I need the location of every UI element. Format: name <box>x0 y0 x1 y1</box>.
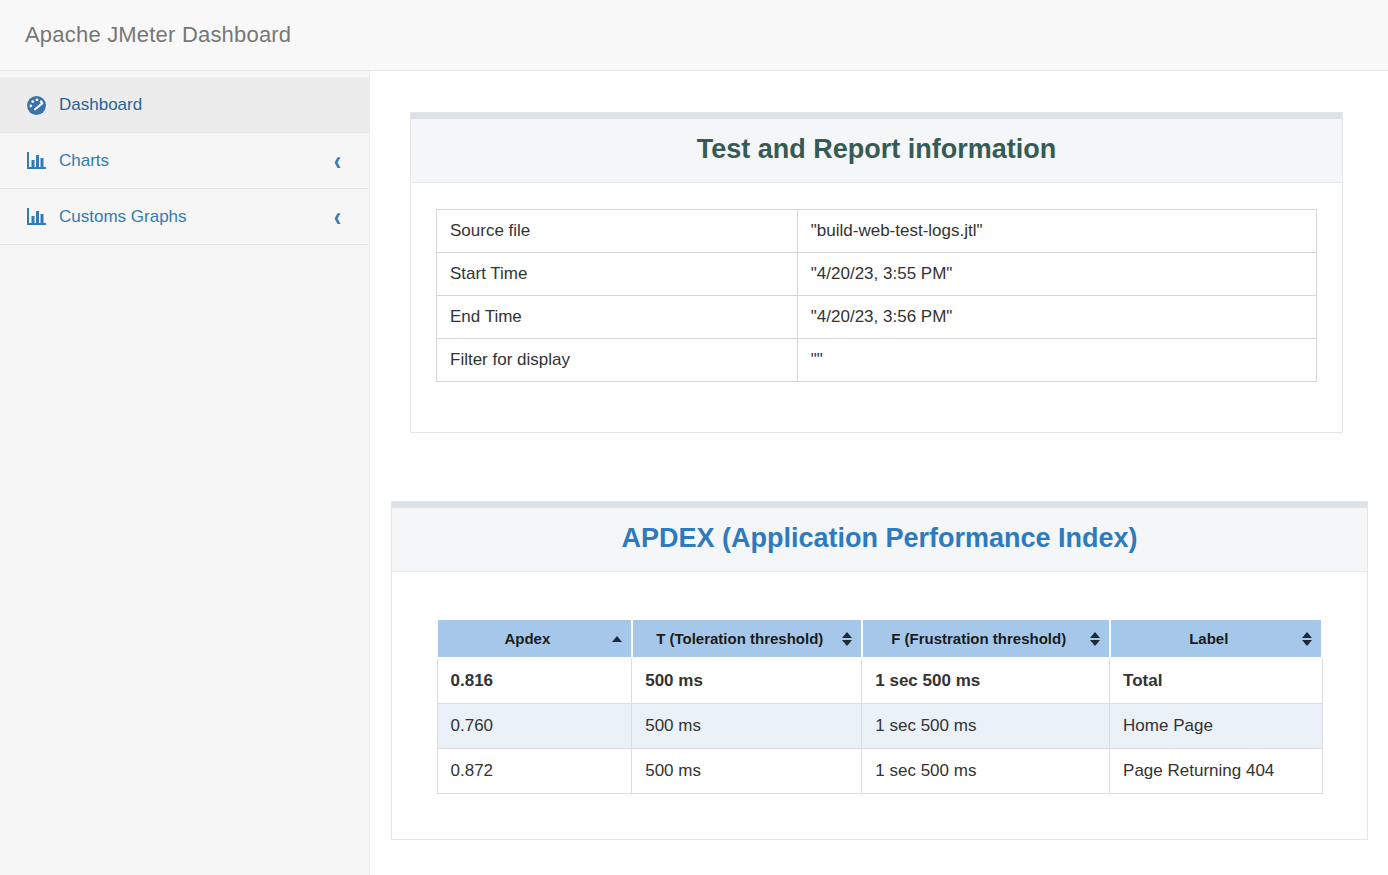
column-header-toleration[interactable]: T (Toleration threshold) <box>632 619 862 658</box>
column-header-apdex[interactable]: Apdex <box>437 619 632 658</box>
toleration-cell: 500 ms <box>632 749 862 794</box>
table-row-total: 0.816 500 ms 1 sec 500 ms Total <box>437 658 1322 704</box>
sidebar-item-charts[interactable]: Charts ‹ <box>0 133 369 189</box>
sidebar-item-dashboard[interactable]: Dashboard <box>0 77 369 133</box>
frustration-cell: 1 sec 500 ms <box>862 704 1110 749</box>
label-cell: Page Returning 404 <box>1110 749 1322 794</box>
frustration-cell: 1 sec 500 ms <box>862 749 1110 794</box>
tachometer-icon <box>25 95 47 115</box>
panel-header: APDEX (Application Performance Index) <box>392 508 1367 572</box>
apdex-cell: 0.872 <box>437 749 632 794</box>
label-cell: Home Page <box>1110 704 1322 749</box>
main-content: Test and Report information Source file … <box>370 71 1388 875</box>
sort-asc-icon <box>612 636 622 642</box>
row-label-cell: Filter for display <box>437 339 798 382</box>
sort-both-icon <box>1090 632 1100 646</box>
table-row: Source file "build-web-test-logs.jtl" <box>437 210 1317 253</box>
bar-chart-icon <box>25 151 47 171</box>
sidebar: Dashboard Charts ‹ <box>0 71 370 875</box>
panel-title: APDEX (Application Performance Index) <box>621 523 1137 553</box>
column-header-frustration[interactable]: F (Frustration threshold) <box>862 619 1110 658</box>
sort-both-icon <box>1302 632 1312 646</box>
apdex-cell: 0.816 <box>437 658 632 704</box>
row-value-cell: "build-web-test-logs.jtl" <box>797 210 1316 253</box>
apdex-table: Apdex T (Toleration threshold) F (Frustr… <box>436 618 1323 794</box>
chevron-left-icon: ‹ <box>334 203 341 231</box>
table-row: 0.760 500 ms 1 sec 500 ms Home Page <box>437 704 1322 749</box>
table-row: Start Time "4/20/23, 3:55 PM" <box>437 253 1317 296</box>
toleration-cell: 500 ms <box>632 658 862 704</box>
label-cell: Total <box>1110 658 1322 704</box>
table-header-row: Apdex T (Toleration threshold) F (Frustr… <box>437 619 1322 658</box>
toleration-cell: 500 ms <box>632 704 862 749</box>
sidebar-item-label: Charts <box>59 151 109 171</box>
test-info-table: Source file "build-web-test-logs.jtl" St… <box>436 209 1317 382</box>
app-header: Apache JMeter Dashboard <box>0 0 1388 71</box>
app-title: Apache JMeter Dashboard <box>25 22 291 48</box>
row-label-cell: Start Time <box>437 253 798 296</box>
table-row: 0.872 500 ms 1 sec 500 ms Page Returning… <box>437 749 1322 794</box>
row-value-cell: "4/20/23, 3:56 PM" <box>797 296 1316 339</box>
frustration-cell: 1 sec 500 ms <box>862 658 1110 704</box>
panel-header: Test and Report information <box>411 119 1342 183</box>
test-info-panel: Test and Report information Source file … <box>410 112 1343 433</box>
row-value-cell: "4/20/23, 3:55 PM" <box>797 253 1316 296</box>
sidebar-item-label: Dashboard <box>59 95 142 115</box>
panel-title: Test and Report information <box>697 134 1057 164</box>
table-row: End Time "4/20/23, 3:56 PM" <box>437 296 1317 339</box>
chevron-left-icon: ‹ <box>334 147 341 175</box>
bar-chart-icon <box>25 207 47 227</box>
apdex-panel: APDEX (Application Performance Index) Ap… <box>391 501 1368 840</box>
row-label-cell: End Time <box>437 296 798 339</box>
sidebar-item-customs-graphs[interactable]: Customs Graphs ‹ <box>0 189 369 245</box>
sidebar-item-label: Customs Graphs <box>59 207 187 227</box>
table-row: Filter for display "" <box>437 339 1317 382</box>
column-header-label[interactable]: Label <box>1110 619 1322 658</box>
apdex-cell: 0.760 <box>437 704 632 749</box>
sort-both-icon <box>842 632 852 646</box>
row-label-cell: Source file <box>437 210 798 253</box>
row-value-cell: "" <box>797 339 1316 382</box>
